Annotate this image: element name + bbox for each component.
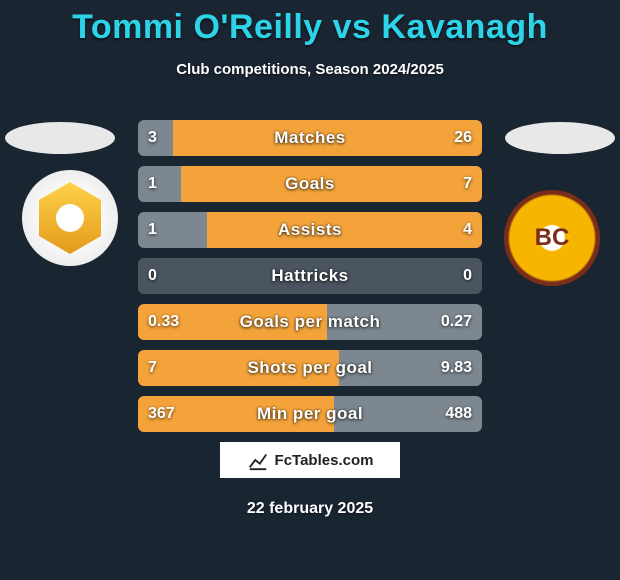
page-subtitle: Club competitions, Season 2024/2025 — [0, 61, 620, 78]
stat-bar-left — [138, 258, 310, 294]
stat-row: Min per goal367488 — [138, 396, 482, 432]
stat-bar-right — [181, 166, 482, 202]
player-silhouette-left — [5, 122, 115, 154]
club-badge-left — [22, 170, 118, 266]
stat-bar-right — [310, 258, 482, 294]
stat-bar-left — [138, 212, 207, 248]
stat-bar-left — [138, 120, 173, 156]
chart-icon — [247, 449, 269, 471]
stat-row: Hattricks00 — [138, 258, 482, 294]
stat-bar-right — [334, 396, 482, 432]
stat-bar-right — [339, 350, 482, 386]
stat-row: Shots per goal79.83 — [138, 350, 482, 386]
stat-bar-left — [138, 396, 334, 432]
player-silhouette-right — [505, 122, 615, 154]
club-badge-right: BC — [504, 190, 600, 286]
brand-logo[interactable]: FcTables.com — [220, 442, 400, 478]
stat-bar-right — [173, 120, 482, 156]
stats-container: Matches326 Goals17 Assists14 Hattricks00 Goa… — [138, 120, 482, 442]
footer-date: 22 february 2025 — [0, 500, 620, 518]
stat-row: Goals per match0.330.27 — [138, 304, 482, 340]
stat-bar-right — [327, 304, 482, 340]
stat-bar-left — [138, 350, 339, 386]
brand-text: FcTables.com — [275, 452, 374, 469]
stat-row: Assists14 — [138, 212, 482, 248]
stat-bar-right — [207, 212, 482, 248]
stat-bar-left — [138, 304, 327, 340]
stat-row: Goals17 — [138, 166, 482, 202]
stat-bar-left — [138, 166, 181, 202]
stat-row: Matches326 — [138, 120, 482, 156]
page-title: Tommi O'Reilly vs Kavanagh — [0, 8, 620, 47]
